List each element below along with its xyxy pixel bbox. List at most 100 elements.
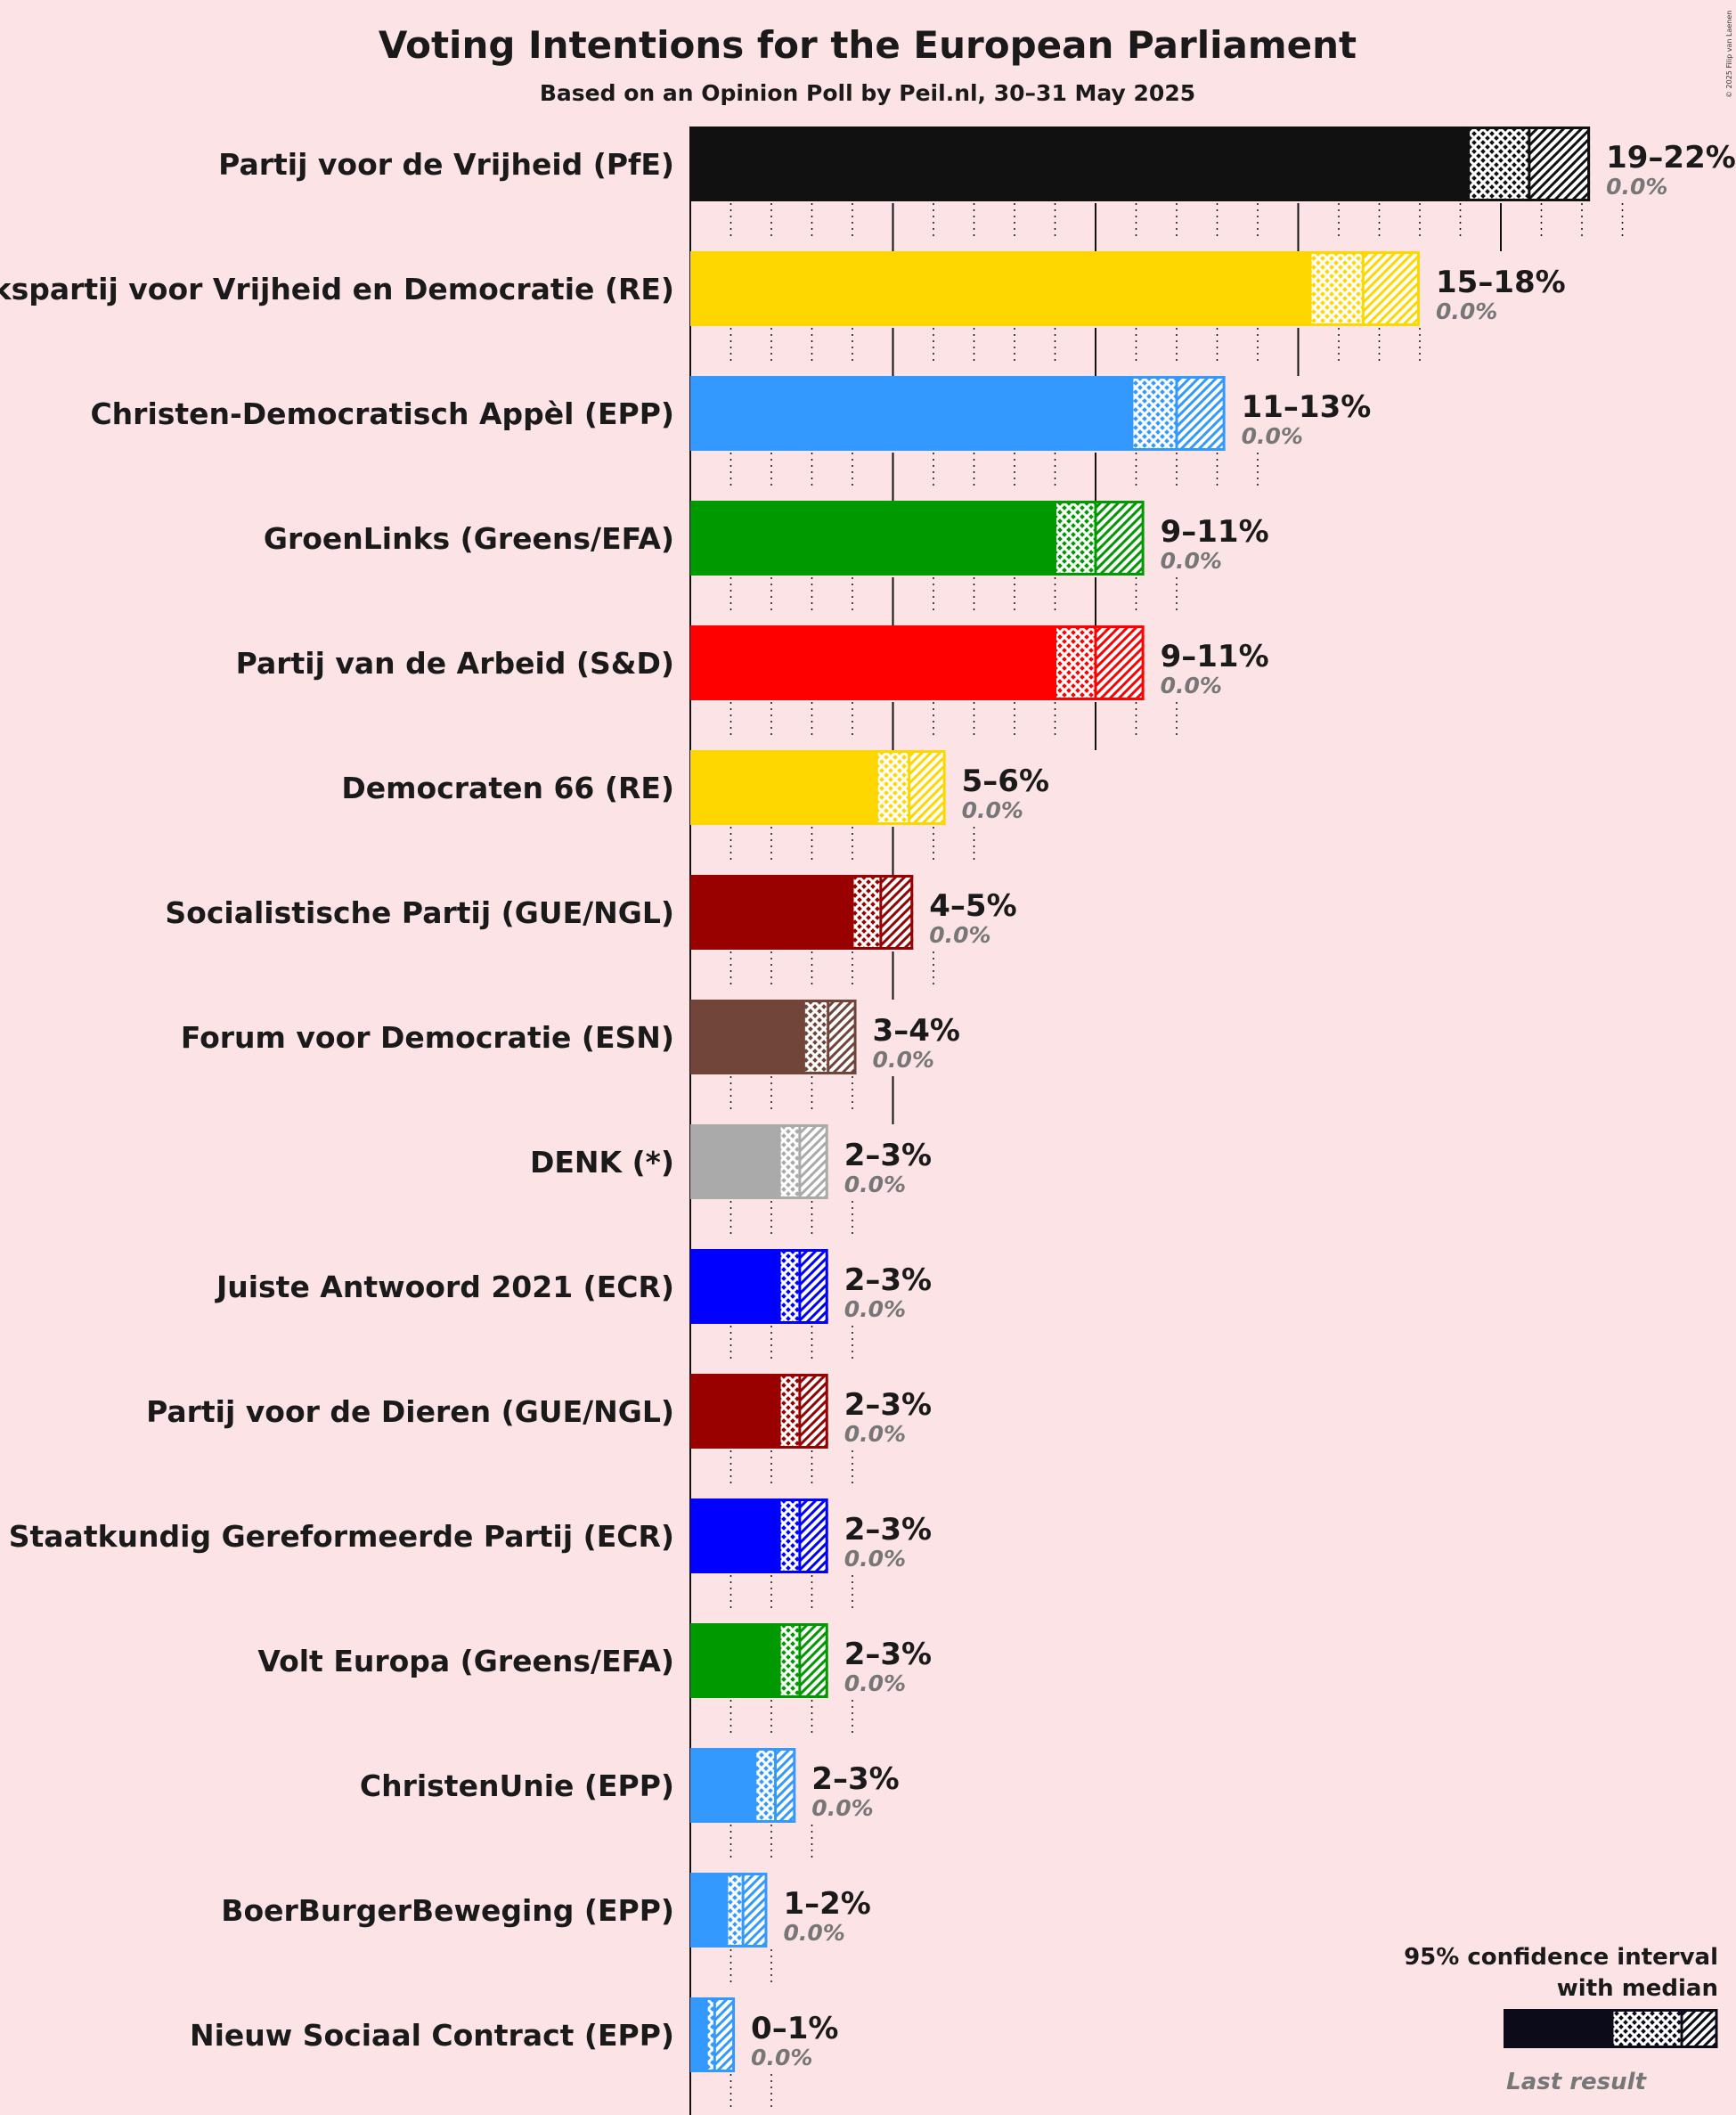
last-result-label: 0.0% — [1606, 174, 1667, 200]
bar-ci-upper — [714, 1997, 736, 2072]
bar-solid — [690, 1748, 755, 1823]
bar-ci-upper — [799, 1249, 828, 1324]
legend-solid-swatch — [1504, 2009, 1612, 2048]
range-label: 5–6% — [962, 764, 1049, 799]
legend-title-line1: 95% confidence interval — [1404, 1944, 1718, 1971]
bar-solid — [690, 1997, 707, 2072]
party-label: Partij voor de Vrijheid (PfE) — [218, 147, 674, 182]
bar-solid — [690, 1374, 780, 1449]
bar-ci-lower — [779, 1249, 800, 1324]
bar-ci-outline — [1054, 501, 1145, 576]
bar-solid — [690, 1498, 780, 1573]
bar-ci-lower — [754, 1748, 776, 1823]
range-label: 9–11% — [1161, 514, 1269, 550]
last-result-label: 0.0% — [1161, 673, 1222, 698]
bar-ci-outline — [778, 1623, 828, 1698]
last-result-label: 0.0% — [873, 1047, 934, 1073]
bar-solid — [690, 1000, 804, 1074]
bar-ci-upper — [1363, 251, 1420, 326]
bar-ci-upper — [799, 1124, 828, 1199]
range-label: 3–4% — [873, 1013, 960, 1049]
bar-solid — [690, 376, 1132, 451]
last-result-label: 0.0% — [1436, 298, 1497, 324]
party-label: Democraten 66 (RE) — [341, 771, 674, 805]
bar-ci-upper — [827, 1000, 857, 1074]
bar-ci-upper — [775, 1748, 796, 1823]
last-result-label: 0.0% — [929, 922, 990, 948]
bar-ci-outline — [1054, 625, 1145, 700]
last-result-label: 0.0% — [844, 1296, 906, 1322]
bar-ci-outline — [725, 1873, 768, 1948]
bar-solid — [690, 1623, 780, 1698]
bar-solid — [690, 625, 1055, 700]
range-label: 0–1% — [751, 2011, 838, 2046]
legend-title-line2: with median — [1557, 1975, 1718, 2002]
bar-ci-upper — [909, 750, 946, 825]
bar-ci-lower — [852, 875, 881, 950]
bar-solid — [690, 1873, 727, 1948]
bar-ci-lower — [779, 1623, 800, 1698]
range-label: 2–3% — [844, 1512, 932, 1547]
party-label: ChristenUnie (EPP) — [360, 1768, 674, 1803]
bar-ci-lower — [779, 1124, 800, 1199]
chart-title: Voting Intentions for the European Parli… — [379, 23, 1357, 67]
range-label: 2–3% — [844, 1387, 932, 1423]
bar-ci-lower — [726, 1873, 744, 1948]
bar-ci-lower — [1131, 376, 1177, 451]
last-result-label: 0.0% — [751, 2045, 812, 2070]
party-label: Volkspartij voor Vrijheid en Democratie … — [0, 272, 674, 306]
party-label: DENK (*) — [530, 1145, 674, 1180]
last-result-label: 0.0% — [844, 1546, 906, 1572]
bar-ci-lower — [779, 1498, 800, 1573]
bar-solid — [690, 251, 1311, 326]
bar-ci-upper — [880, 875, 914, 950]
bar-ci-outline — [1308, 251, 1421, 326]
bar-solid — [690, 127, 1469, 201]
range-label: 2–3% — [844, 1138, 932, 1173]
range-label: 2–3% — [844, 1637, 932, 1672]
legend: 95% confidence interval with median Last… — [1404, 1944, 1718, 2095]
bar-ci-lower — [1055, 501, 1096, 576]
bar-solid — [690, 1249, 780, 1324]
party-label: Partij voor de Dieren (GUE/NGL) — [146, 1394, 674, 1429]
bar-ci-lower — [706, 1997, 715, 2072]
bar-ci-outline — [778, 1124, 828, 1199]
party-label: Staatkundig Gereformeerde Partij (ECR) — [9, 1519, 674, 1554]
party-label: Partij van de Arbeid (S&D) — [236, 646, 674, 681]
range-label: 4–5% — [929, 888, 1016, 924]
bar-ci-lower — [1310, 251, 1364, 326]
bar-ci-lower — [1055, 625, 1096, 700]
bar-ci-lower — [803, 1000, 828, 1074]
bar-solid — [690, 875, 852, 950]
bar-ci-lower — [779, 1374, 800, 1449]
last-result-label: 0.0% — [844, 1421, 906, 1447]
legend-ci-outline — [1610, 2009, 1718, 2048]
bar-ci-outline — [705, 1997, 736, 2072]
last-result-label: 0.0% — [844, 1172, 906, 1197]
bar-ci-lower — [876, 750, 909, 825]
party-label: Nieuw Sociaal Contract (EPP) — [190, 2018, 674, 2053]
bar-ci-outline — [1130, 376, 1226, 451]
bar-ci-outline — [778, 1374, 828, 1449]
last-result-label: 0.0% — [811, 1795, 873, 1821]
last-result-label: 0.0% — [962, 797, 1023, 823]
range-label: 2–3% — [844, 1262, 932, 1298]
party-label: Volt Europa (Greens/EFA) — [257, 1644, 674, 1678]
last-result-label: 0.0% — [1242, 423, 1303, 449]
party-label: GroenLinks (Greens/EFA) — [264, 521, 674, 556]
range-label: 11–13% — [1242, 389, 1372, 425]
party-label: Juiste Antwoord 2021 (ECR) — [215, 1270, 674, 1304]
bar-ci-outline — [778, 1498, 828, 1573]
last-result-label: 0.0% — [783, 1920, 844, 1946]
last-result-label: 0.0% — [1161, 548, 1222, 574]
bar-ci-upper — [1528, 127, 1591, 201]
party-label: Forum voor Democratie (ESN) — [181, 1020, 674, 1055]
bar-ci-lower — [1468, 127, 1529, 201]
party-label: BoerBurgerBeweging (EPP) — [221, 1893, 674, 1928]
bar-solid — [690, 501, 1055, 576]
range-label: 15–18% — [1436, 265, 1566, 300]
bar-ci-upper — [1096, 625, 1145, 700]
bar-ci-outline — [778, 1249, 828, 1324]
bar-solid — [690, 750, 877, 825]
